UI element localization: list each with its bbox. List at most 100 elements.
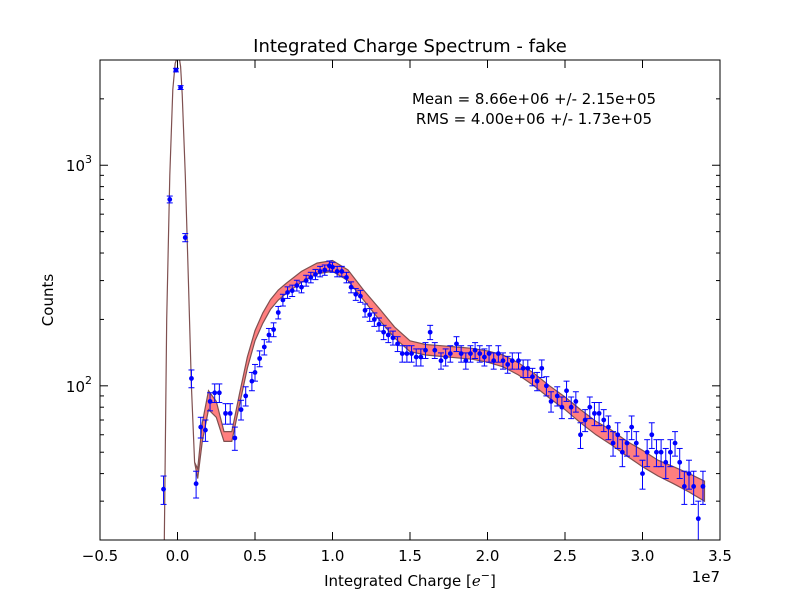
x-tick-label: 0.0 — [166, 547, 190, 565]
data-point — [538, 359, 545, 379]
data-point — [447, 345, 454, 363]
data-point — [686, 459, 692, 490]
data-point — [202, 419, 209, 442]
y-tick-base: 10 — [66, 378, 85, 396]
data-point — [442, 348, 449, 367]
data-point — [307, 271, 314, 284]
data-point — [343, 271, 350, 284]
data-point — [610, 431, 617, 457]
data-point — [619, 439, 626, 468]
data-point — [422, 342, 429, 360]
x-tick-labels: −0.5 0.0 0.5 1.0 1.5 2.0 2.5 3.0 3.5 — [82, 547, 732, 565]
data-point — [699, 470, 706, 505]
data-point — [303, 274, 310, 287]
data-point — [648, 422, 655, 449]
x-axis-label: Integrated Charge [e−] — [324, 569, 496, 590]
data-point — [177, 85, 184, 90]
model-band — [163, 60, 706, 540]
data-point — [614, 422, 621, 449]
data-point — [248, 371, 255, 392]
data-point — [458, 345, 465, 363]
data-point — [534, 371, 541, 392]
y-axis-label: Counts — [39, 274, 57, 327]
data-point — [568, 396, 575, 420]
data-point — [265, 327, 272, 343]
data-point — [193, 470, 200, 499]
data-point — [252, 363, 258, 382]
data-point — [481, 348, 488, 367]
data-point — [207, 392, 214, 412]
data-point — [380, 324, 387, 341]
data-point — [293, 279, 300, 292]
x-tick-label: −0.5 — [82, 547, 118, 565]
data-point — [256, 350, 263, 368]
data-point — [376, 317, 382, 332]
axis-ticks — [99, 60, 721, 540]
data-point — [624, 431, 630, 457]
x-tick-label: 2.5 — [553, 547, 577, 565]
data-point — [275, 305, 282, 320]
x-axis-label-end: ] — [490, 572, 496, 590]
data-point — [321, 264, 328, 276]
data-point — [317, 265, 324, 278]
data-point — [389, 330, 396, 346]
data-point — [366, 308, 373, 322]
data-point — [529, 367, 536, 387]
data-point — [334, 265, 341, 278]
data-point — [242, 386, 249, 407]
y-tick-label: 103 — [66, 153, 92, 175]
data-point — [166, 195, 173, 204]
data-point — [394, 336, 401, 353]
data-point — [298, 281, 305, 294]
data-point — [371, 312, 378, 327]
x-tick-label: 1.5 — [398, 547, 422, 565]
x-offset-label: 1e7 — [692, 568, 720, 586]
data-point — [467, 345, 474, 363]
y-tick-base: 10 — [66, 157, 85, 175]
data-point — [284, 286, 291, 299]
data-point — [605, 415, 612, 441]
data-point — [577, 422, 584, 449]
data-point — [515, 352, 522, 370]
rms-annotation: RMS = 4.00e+06 +/- 1.73e+05 — [416, 110, 652, 128]
data-point — [495, 345, 502, 363]
data-point — [504, 355, 511, 374]
data-point — [438, 352, 444, 370]
x-tick-label: 0.5 — [243, 547, 267, 565]
data-point — [348, 281, 355, 294]
chart-title: Integrated Charge Spectrum - fake — [253, 36, 567, 57]
data-point — [633, 431, 640, 457]
x-tick-label: 1.0 — [321, 547, 345, 565]
plot-area — [160, 60, 706, 540]
data-point — [476, 345, 483, 363]
data-points — [160, 67, 706, 540]
data-point — [695, 500, 702, 540]
data-point — [362, 303, 369, 318]
data-point — [231, 426, 238, 451]
x-tick-label: 3.5 — [708, 547, 732, 565]
data-point — [357, 289, 364, 303]
data-point — [500, 352, 506, 370]
data-point — [172, 67, 179, 73]
data-point — [676, 447, 683, 480]
data-point — [408, 345, 415, 363]
data-point — [490, 352, 497, 370]
data-point — [472, 342, 479, 360]
data-point — [543, 376, 550, 397]
data-point — [558, 396, 565, 420]
data-point — [639, 459, 646, 490]
data-point — [690, 470, 697, 505]
data-point — [427, 324, 434, 341]
data-point — [182, 233, 189, 243]
data-point — [270, 322, 277, 338]
data-point — [312, 268, 319, 281]
y-tick-label: 102 — [66, 374, 92, 396]
data-point — [600, 409, 607, 433]
data-point — [227, 403, 234, 425]
data-point — [211, 383, 218, 404]
data-point — [431, 342, 438, 360]
data-point — [453, 336, 460, 353]
y-tick-exp: 2 — [85, 374, 92, 387]
